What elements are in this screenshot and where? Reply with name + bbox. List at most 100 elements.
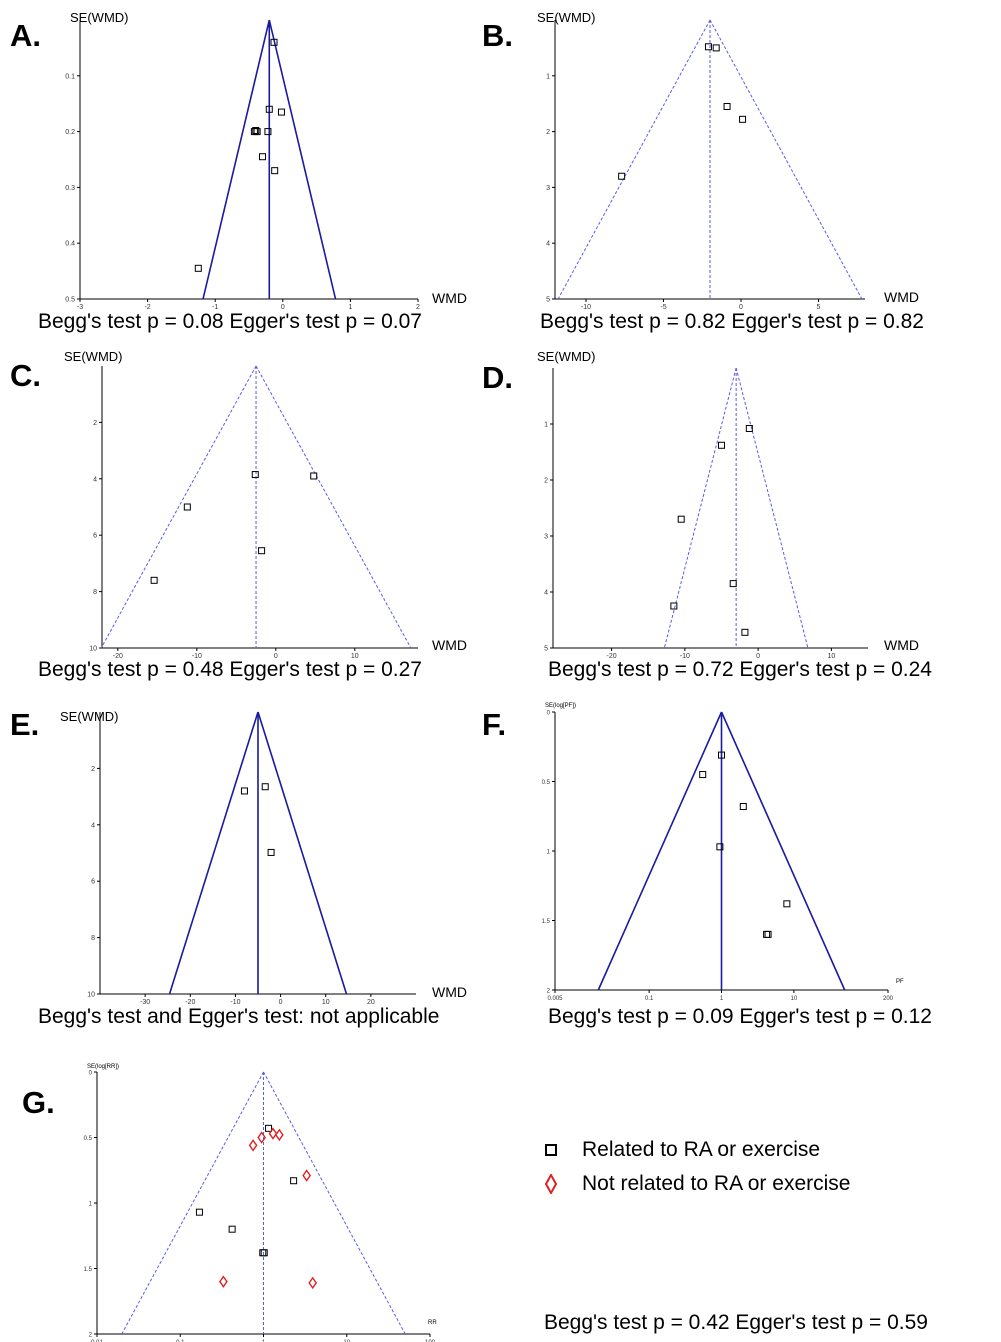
panel-d-y-tick-label: 2: [544, 478, 548, 485]
panel-g-diamond-point: [308, 1276, 318, 1290]
panel-b-x-tick-label: 5: [817, 304, 821, 311]
panel-b-square-point: [618, 172, 626, 180]
panel-e-square-point: [240, 787, 248, 795]
panel-g-x-tick-label: 0.1: [176, 1340, 185, 1342]
panel-a-x-tick-label: 0: [281, 304, 285, 311]
panel-a-y-tick-label: 0.4: [65, 241, 75, 248]
panel-g-y-axis-label: SE(log[RR]): [87, 1064, 120, 1070]
square-marker-icon: [545, 1144, 557, 1156]
panel-d-x-tick-label: 0: [756, 653, 760, 660]
panel-d-test-result: Begg's test p = 0.72 Egger's test p = 0.…: [548, 658, 932, 681]
panel-c-square-point: [310, 472, 318, 480]
panel-b-funnel-right: [709, 19, 863, 300]
panel-g-square-point: [260, 1249, 268, 1257]
panel-c-x-tick-label: 10: [351, 653, 359, 660]
panel-f-test-result: Begg's test p = 0.09 Egger's test p = 0.…: [548, 1005, 932, 1028]
panel-e-x-tick-label: -20: [185, 999, 195, 1006]
panel-e-funnel-right: [257, 711, 348, 995]
panel-b-x-tick-label: -10: [581, 304, 591, 311]
panel-f-y-axis-label: SE(log[PF]): [545, 703, 577, 709]
panel-g-y-tick-label: 1: [89, 1202, 93, 1208]
panel-g-funnel-left: [121, 1071, 264, 1335]
panel-e-y-tick-label: 8: [91, 935, 95, 942]
panel-letter-e: E.: [10, 707, 40, 742]
panel-a-y-tick-label: 0.1: [65, 73, 75, 80]
panel-f-square-point: [739, 803, 747, 811]
panel-g-test-result: Begg's test p = 0.42 Egger's test p = 0.…: [544, 1311, 928, 1334]
panel-f-square-point: [716, 843, 724, 851]
panel-f-x-tick-label: 0.1: [645, 996, 654, 1002]
panel-b-y-tick-label: 2: [546, 129, 550, 136]
panel-g-x-tick-label: 10: [343, 1340, 350, 1342]
panel-g-diamond-point: [274, 1128, 284, 1142]
panel-b-square-point: [723, 102, 731, 110]
panel-d-y-tick-label: 3: [544, 534, 548, 541]
panel-d-square-point: [729, 580, 737, 588]
panel-g-diamond-point: [248, 1139, 258, 1152]
panel-c-y-tick-label: 10: [89, 646, 97, 653]
panel-a-x-tick-label: -2: [144, 304, 150, 311]
panel-a-y-tick-label: 0.2: [65, 129, 75, 136]
panel-g-square-point: [195, 1208, 203, 1216]
panel-e-x-tick-label: 0: [279, 999, 283, 1006]
panel-a-funnel-right: [268, 19, 337, 300]
panel-g-x-tick-label: 1: [262, 1340, 266, 1342]
panel-f-square-point: [764, 930, 772, 938]
panel-letter-c: C.: [10, 358, 41, 393]
panel-b-square-point: [704, 43, 712, 51]
panel-g-diamond-point: [302, 1169, 312, 1182]
panel-f-square-point: [718, 751, 725, 759]
panel-letter-d: D.: [482, 360, 513, 395]
panel-a-x-tick-label: -3: [77, 304, 83, 311]
funnel-plot-b: 1 2 3 4 5 -10 -5 0 5: [546, 19, 865, 311]
panel-c-y-tick-label: 6: [93, 533, 97, 540]
diamond-marker-icon: [544, 1174, 558, 1194]
panel-d-y-tick-label: 4: [544, 590, 548, 597]
panel-b-y-tick-label: 1: [546, 73, 550, 80]
legend-item-not-related: Not related to RA or exercise: [540, 1167, 850, 1201]
panel-d-square-point: [717, 441, 725, 449]
panel-letter-g: G.: [22, 1085, 55, 1120]
panel-a-x-tick-label: 2: [416, 304, 420, 311]
panel-c-funnel-right: [255, 365, 412, 649]
panel-a-square-point: [264, 128, 272, 136]
panel-g-square-point: [259, 1249, 267, 1257]
panel-e-y-axis-label: SE(WMD): [60, 709, 119, 724]
panel-a-x-axis-label: WMD: [432, 290, 467, 306]
panel-g-x-tick-label: 0.01: [91, 1340, 103, 1342]
funnel-plot-f: 0 0.5 1 1.5 20.005 0.1 1 10 200: [542, 711, 894, 1003]
panel-g-diamond-point: [268, 1127, 278, 1140]
legend-label-related: Related to RA or exercise: [582, 1138, 821, 1161]
panel-a-square-point: [277, 108, 285, 116]
panel-e-square-point: [261, 783, 269, 791]
panel-c-y-axis-label: SE(WMD): [64, 349, 123, 364]
panel-g-diamond-point: [219, 1275, 228, 1288]
panel-e-y-tick-label: 10: [87, 992, 95, 999]
panel-e-x-tick-label: -10: [230, 999, 240, 1006]
panel-a-y-axis-label: SE(WMD): [70, 10, 129, 25]
panel-e-funnel-left: [168, 711, 259, 995]
panel-f-y-tick-label: 1.5: [542, 919, 551, 925]
panel-c-y-tick-label: 2: [93, 420, 97, 427]
panel-g-y-tick-label: 0: [89, 1071, 93, 1077]
panel-g-y-tick-label: 2: [89, 1333, 93, 1339]
panel-f-funnel-right: [720, 711, 846, 991]
panel-g-y-tick-label: 1.5: [84, 1267, 93, 1273]
panel-e-x-tick-label: 10: [322, 999, 330, 1006]
panel-g-square-point: [228, 1225, 236, 1233]
panel-a-y-tick-label: 0.5: [65, 297, 75, 304]
panel-c-funnel-left: [100, 365, 257, 649]
panel-a-funnel-left: [202, 19, 271, 300]
panel-d-x-axis-label: WMD: [884, 637, 919, 653]
panel-c-y-tick-label: 4: [93, 476, 97, 483]
panel-f-x-tick-label: 10: [791, 996, 798, 1002]
panel-a-square-point: [265, 105, 273, 113]
legend: Related to RA or exercise Not related to…: [540, 1133, 850, 1201]
panel-f-x-tick-label: 200: [883, 996, 894, 1002]
panel-d-funnel-right: [735, 367, 809, 649]
panel-b-y-tick-label: 5: [546, 297, 550, 304]
panel-c-x-tick-label: -10: [192, 653, 202, 660]
panel-f-x-tick-label: 0.005: [547, 996, 563, 1002]
panel-b-test-result: Begg's test p = 0.82 Egger's test p = 0.…: [540, 310, 924, 333]
